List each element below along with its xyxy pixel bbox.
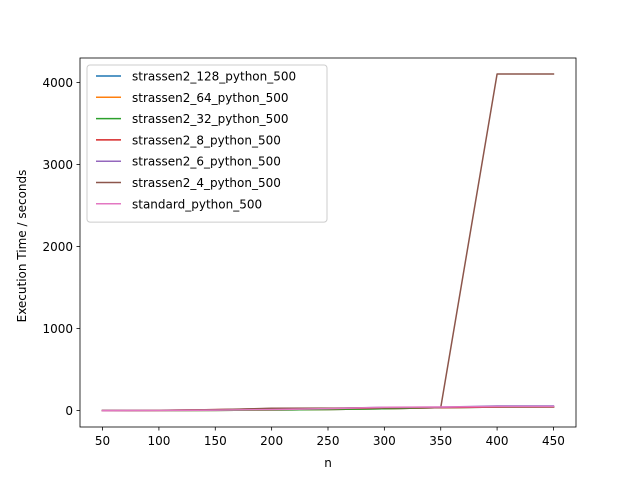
legend-label: strassen2_6_python_500 — [132, 155, 281, 169]
y-tick-label: 0 — [65, 404, 73, 418]
legend: strassen2_128_python_500 strassen2_64_pyt… — [86, 64, 328, 223]
legend-label: strassen2_4_python_500 — [132, 176, 281, 190]
x-tick-label: 450 — [542, 434, 565, 448]
legend-label: strassen2_64_python_500 — [132, 91, 289, 105]
legend-label: standard_python_500 — [132, 197, 262, 211]
y-axis-label: Execution Time / seconds — [15, 170, 29, 323]
x-axis-label: n — [324, 456, 332, 470]
x-tick-label: 350 — [429, 434, 452, 448]
legend-label: strassen2_128_python_500 — [132, 70, 296, 84]
x-tick-label: 400 — [486, 434, 509, 448]
x-tick-label: 250 — [317, 434, 340, 448]
x-tick-label: 50 — [95, 434, 110, 448]
legend-label: strassen2_8_python_500 — [132, 133, 281, 147]
legend-label: strassen2_32_python_500 — [132, 112, 289, 126]
y-tick-label: 4000 — [42, 76, 73, 90]
series-line-7 — [101, 405, 555, 412]
y-tick-label: 2000 — [42, 240, 73, 254]
series-layer — [101, 73, 555, 412]
ticks-layer: 50 100 150 200 250 300 350 400 450 0 1000 2000 3000 4… — [42, 76, 564, 448]
x-tick-label: 300 — [373, 434, 396, 448]
y-tick-label: 3000 — [42, 158, 73, 172]
x-tick-label: 100 — [147, 434, 170, 448]
y-tick-label: 1000 — [42, 322, 73, 336]
legend-box — [86, 64, 328, 223]
x-tick-label: 150 — [204, 434, 227, 448]
x-tick-label: 200 — [260, 434, 283, 448]
